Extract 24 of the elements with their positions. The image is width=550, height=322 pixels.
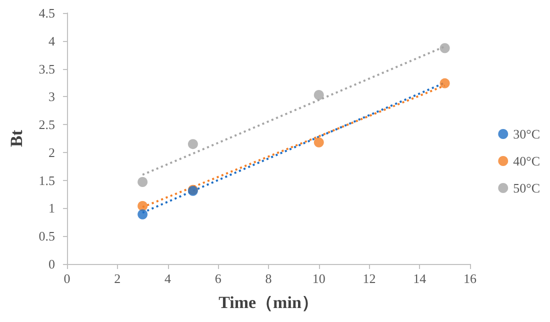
x-tick-label: 4 xyxy=(164,271,172,286)
y-tick-label: 2.5 xyxy=(38,117,55,132)
x-axis-title: Time（min） xyxy=(218,293,318,312)
x-tick-label: 0 xyxy=(64,271,70,286)
y-tick-label: 1 xyxy=(48,200,55,216)
legend-label: 50°C xyxy=(513,180,540,196)
x-tick-label: 8 xyxy=(265,271,272,286)
y-tick-label: 0.5 xyxy=(38,228,55,244)
legend-label: 40°C xyxy=(513,154,540,168)
x-tick-label: 16 xyxy=(464,271,477,286)
y-tick-label: 0 xyxy=(48,256,55,272)
x-tick-label: 14 xyxy=(413,271,427,286)
legend-label: 30°C xyxy=(513,126,540,142)
y-tick-label: 3 xyxy=(48,89,55,104)
x-tick-label: 6 xyxy=(214,271,222,286)
x-tick-label: 2 xyxy=(114,271,121,286)
y-tick-label: 4 xyxy=(48,33,56,48)
y-tick-label: 4.5 xyxy=(38,6,55,20)
y-axis-title: Bt xyxy=(7,130,26,147)
x-tick-label: 12 xyxy=(362,271,376,286)
y-tick-label: 2 xyxy=(48,144,55,160)
y-tick-label: 1.5 xyxy=(38,172,55,188)
x-tick-label: 10 xyxy=(312,271,326,286)
y-tick-label: 3.5 xyxy=(38,61,55,76)
